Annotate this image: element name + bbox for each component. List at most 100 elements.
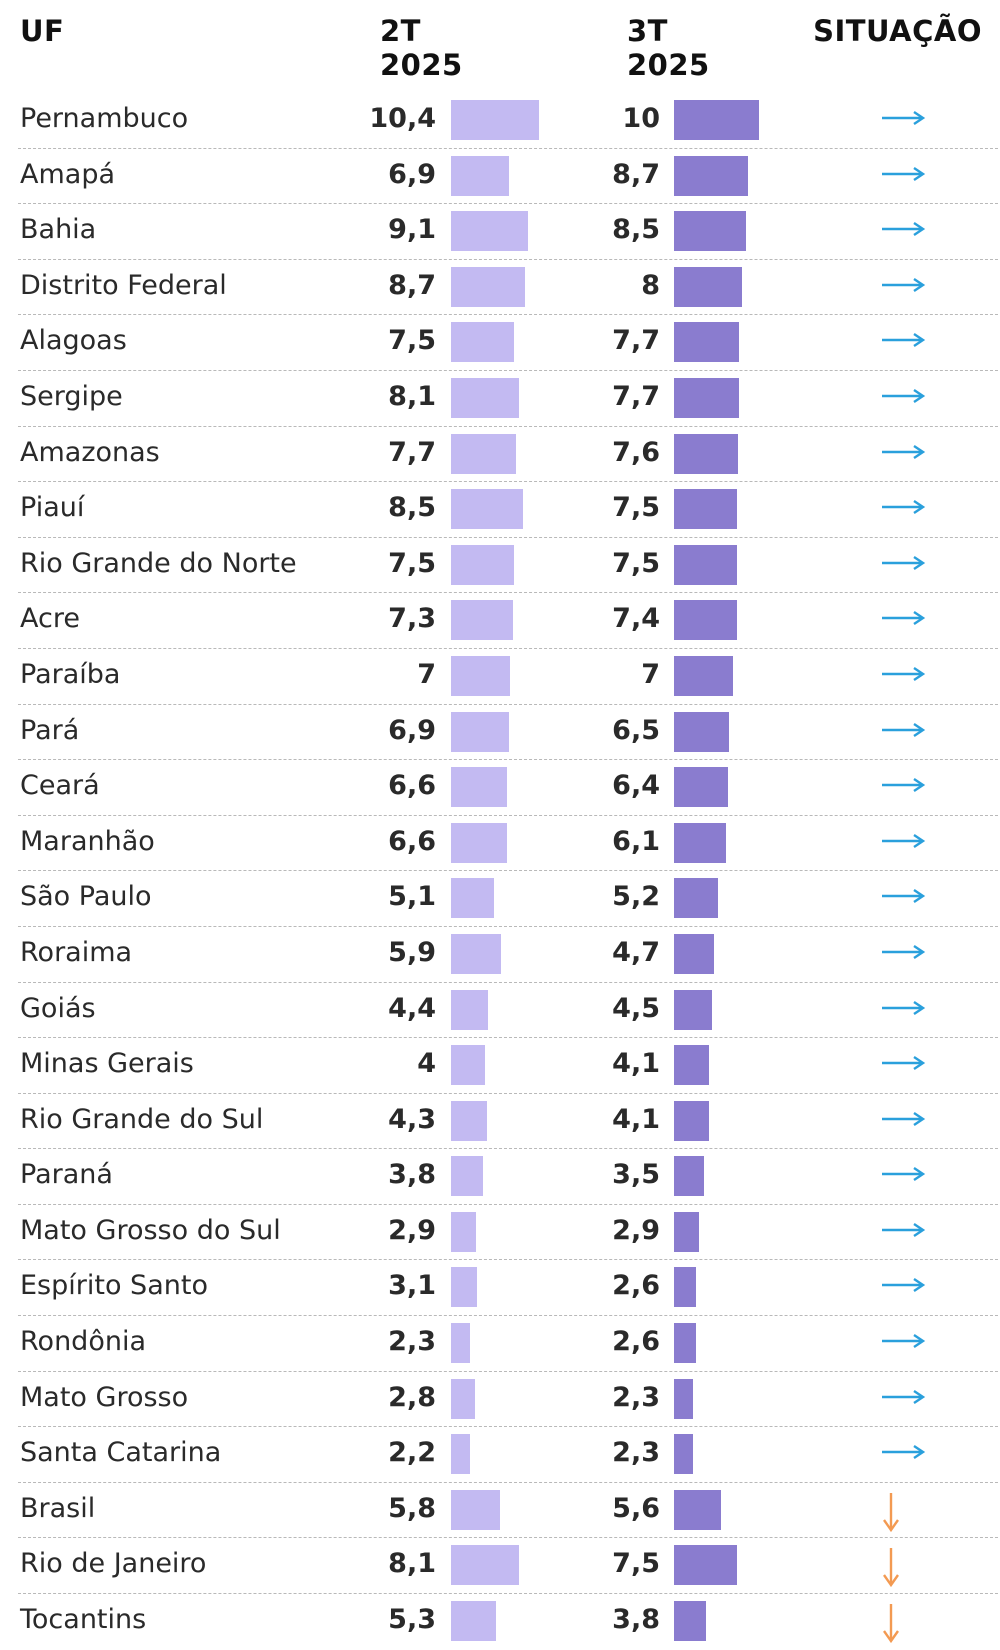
table-row: Pernambuco 10,4 10 xyxy=(18,93,1000,149)
value-2t-2025: 2,8 xyxy=(388,1381,436,1413)
value-2t-2025: 6,9 xyxy=(388,158,436,190)
bar-2t-2025 xyxy=(451,1156,484,1197)
value-3t-2025: 8,7 xyxy=(612,158,660,190)
value-2t-2025: 7,7 xyxy=(388,436,436,468)
value-2t-2025: 9,1 xyxy=(388,214,436,246)
value-2t-2025: 6,9 xyxy=(388,714,436,746)
uf-name: Amapá xyxy=(20,158,116,190)
uf-name: Ceará xyxy=(20,770,100,802)
uf-name: Rio de Janeiro xyxy=(20,1548,207,1580)
uf-name: Acre xyxy=(20,603,80,635)
value-3t-2025: 10 xyxy=(622,103,660,134)
value-2t-2025: 6,6 xyxy=(388,770,436,802)
arrow-right-icon xyxy=(878,987,948,1035)
value-3t-2025: 4,1 xyxy=(612,1048,660,1080)
arrow-right-icon xyxy=(878,431,948,479)
bar-3t-2025 xyxy=(674,767,729,808)
uf-name: Rondônia xyxy=(20,1326,146,1358)
bar-3t-2025 xyxy=(674,711,729,752)
bar-3t-2025 xyxy=(674,1211,699,1252)
arrow-right-icon xyxy=(878,1153,948,1201)
value-3t-2025: 6,4 xyxy=(612,770,660,802)
bar-3t-2025 xyxy=(674,433,739,474)
table-row: Rio de Janeiro 8,1 7,5 xyxy=(18,1538,1000,1595)
arrow-down-icon xyxy=(878,1598,948,1646)
bar-2t-2025 xyxy=(451,1601,496,1642)
bar-2t-2025 xyxy=(451,1489,500,1530)
bar-3t-2025 xyxy=(674,1545,738,1586)
table-row: Roraima 5,9 4,7 xyxy=(18,927,1000,983)
arrow-right-icon xyxy=(878,1042,948,1090)
value-3t-2025: 7 xyxy=(641,658,660,690)
arrow-right-icon xyxy=(878,597,948,645)
table-header: UF 2T 2025 3T 2025 SITUAÇÃO xyxy=(0,14,1000,82)
uf-name: Alagoas xyxy=(20,325,127,357)
value-3t-2025: 7,6 xyxy=(612,436,660,468)
value-3t-2025: 8,5 xyxy=(612,214,660,246)
bar-3t-2025 xyxy=(674,878,718,919)
value-2t-2025: 5,9 xyxy=(388,936,436,968)
uf-name: Piauí xyxy=(20,492,85,524)
value-3t-2025: 7,4 xyxy=(612,603,660,635)
arrow-right-icon xyxy=(878,1264,948,1312)
value-2t-2025: 4,3 xyxy=(388,1103,436,1135)
value-3t-2025: 6,1 xyxy=(612,825,660,857)
bar-2t-2025 xyxy=(451,600,513,641)
bar-2t-2025 xyxy=(451,211,528,252)
bar-2t-2025 xyxy=(451,155,510,196)
uf-name: Rio Grande do Norte xyxy=(20,547,297,579)
value-2t-2025: 2,9 xyxy=(388,1214,436,1246)
bar-2t-2025 xyxy=(451,322,515,363)
bar-3t-2025 xyxy=(674,1156,704,1197)
uf-name: Paraíba xyxy=(20,658,121,690)
arrow-right-icon xyxy=(878,375,948,423)
value-3t-2025: 4,1 xyxy=(612,1103,660,1135)
bar-3t-2025 xyxy=(674,322,740,363)
value-2t-2025: 3,8 xyxy=(388,1159,436,1191)
arrow-down-icon xyxy=(878,1542,948,1590)
header-situacao: SITUAÇÃO xyxy=(813,14,982,48)
value-2t-2025: 4 xyxy=(417,1048,436,1080)
bar-3t-2025 xyxy=(674,266,742,307)
uf-name: Pará xyxy=(20,714,80,746)
table-row: Piauí 8,5 7,5 xyxy=(18,482,1000,538)
bar-3t-2025 xyxy=(674,989,713,1030)
value-2t-2025: 7,3 xyxy=(388,603,436,635)
value-2t-2025: 8,1 xyxy=(388,380,436,412)
value-2t-2025: 2,2 xyxy=(388,1437,436,1469)
bar-2t-2025 xyxy=(451,1545,520,1586)
bar-2t-2025 xyxy=(451,767,507,808)
arrow-right-icon xyxy=(878,764,948,812)
table-row: Mato Grosso 2,8 2,3 xyxy=(18,1372,1000,1428)
bar-2t-2025 xyxy=(451,377,520,418)
value-2t-2025: 8,1 xyxy=(388,1548,436,1580)
value-2t-2025: 7,5 xyxy=(388,325,436,357)
arrow-right-icon xyxy=(878,931,948,979)
bar-2t-2025 xyxy=(451,822,507,863)
value-3t-2025: 2,9 xyxy=(612,1214,660,1246)
bar-2t-2025 xyxy=(451,655,511,696)
uf-name: Rio Grande do Sul xyxy=(20,1103,264,1135)
bar-2t-2025 xyxy=(451,433,517,474)
value-3t-2025: 2,6 xyxy=(612,1270,660,1302)
bar-3t-2025 xyxy=(674,1601,707,1642)
bar-2t-2025 xyxy=(451,1434,470,1475)
arrow-right-icon xyxy=(878,97,948,145)
uf-name: São Paulo xyxy=(20,881,152,913)
value-3t-2025: 3,8 xyxy=(612,1604,660,1636)
table-row: Bahia 9,1 8,5 xyxy=(18,204,1000,260)
value-2t-2025: 7 xyxy=(417,658,436,690)
bar-3t-2025 xyxy=(674,377,740,418)
bar-2t-2025 xyxy=(451,989,489,1030)
bar-3t-2025 xyxy=(674,211,746,252)
value-3t-2025: 5,2 xyxy=(612,881,660,913)
value-3t-2025: 4,7 xyxy=(612,936,660,968)
table-row: Ceará 6,6 6,4 xyxy=(18,760,1000,816)
value-3t-2025: 2,3 xyxy=(612,1381,660,1413)
bar-2t-2025 xyxy=(451,1323,471,1364)
table-row: Maranhão 6,6 6,1 xyxy=(18,816,1000,872)
bar-2t-2025 xyxy=(451,1100,488,1141)
value-2t-2025: 6,6 xyxy=(388,825,436,857)
arrow-right-icon xyxy=(878,820,948,868)
bar-3t-2025 xyxy=(674,489,738,530)
